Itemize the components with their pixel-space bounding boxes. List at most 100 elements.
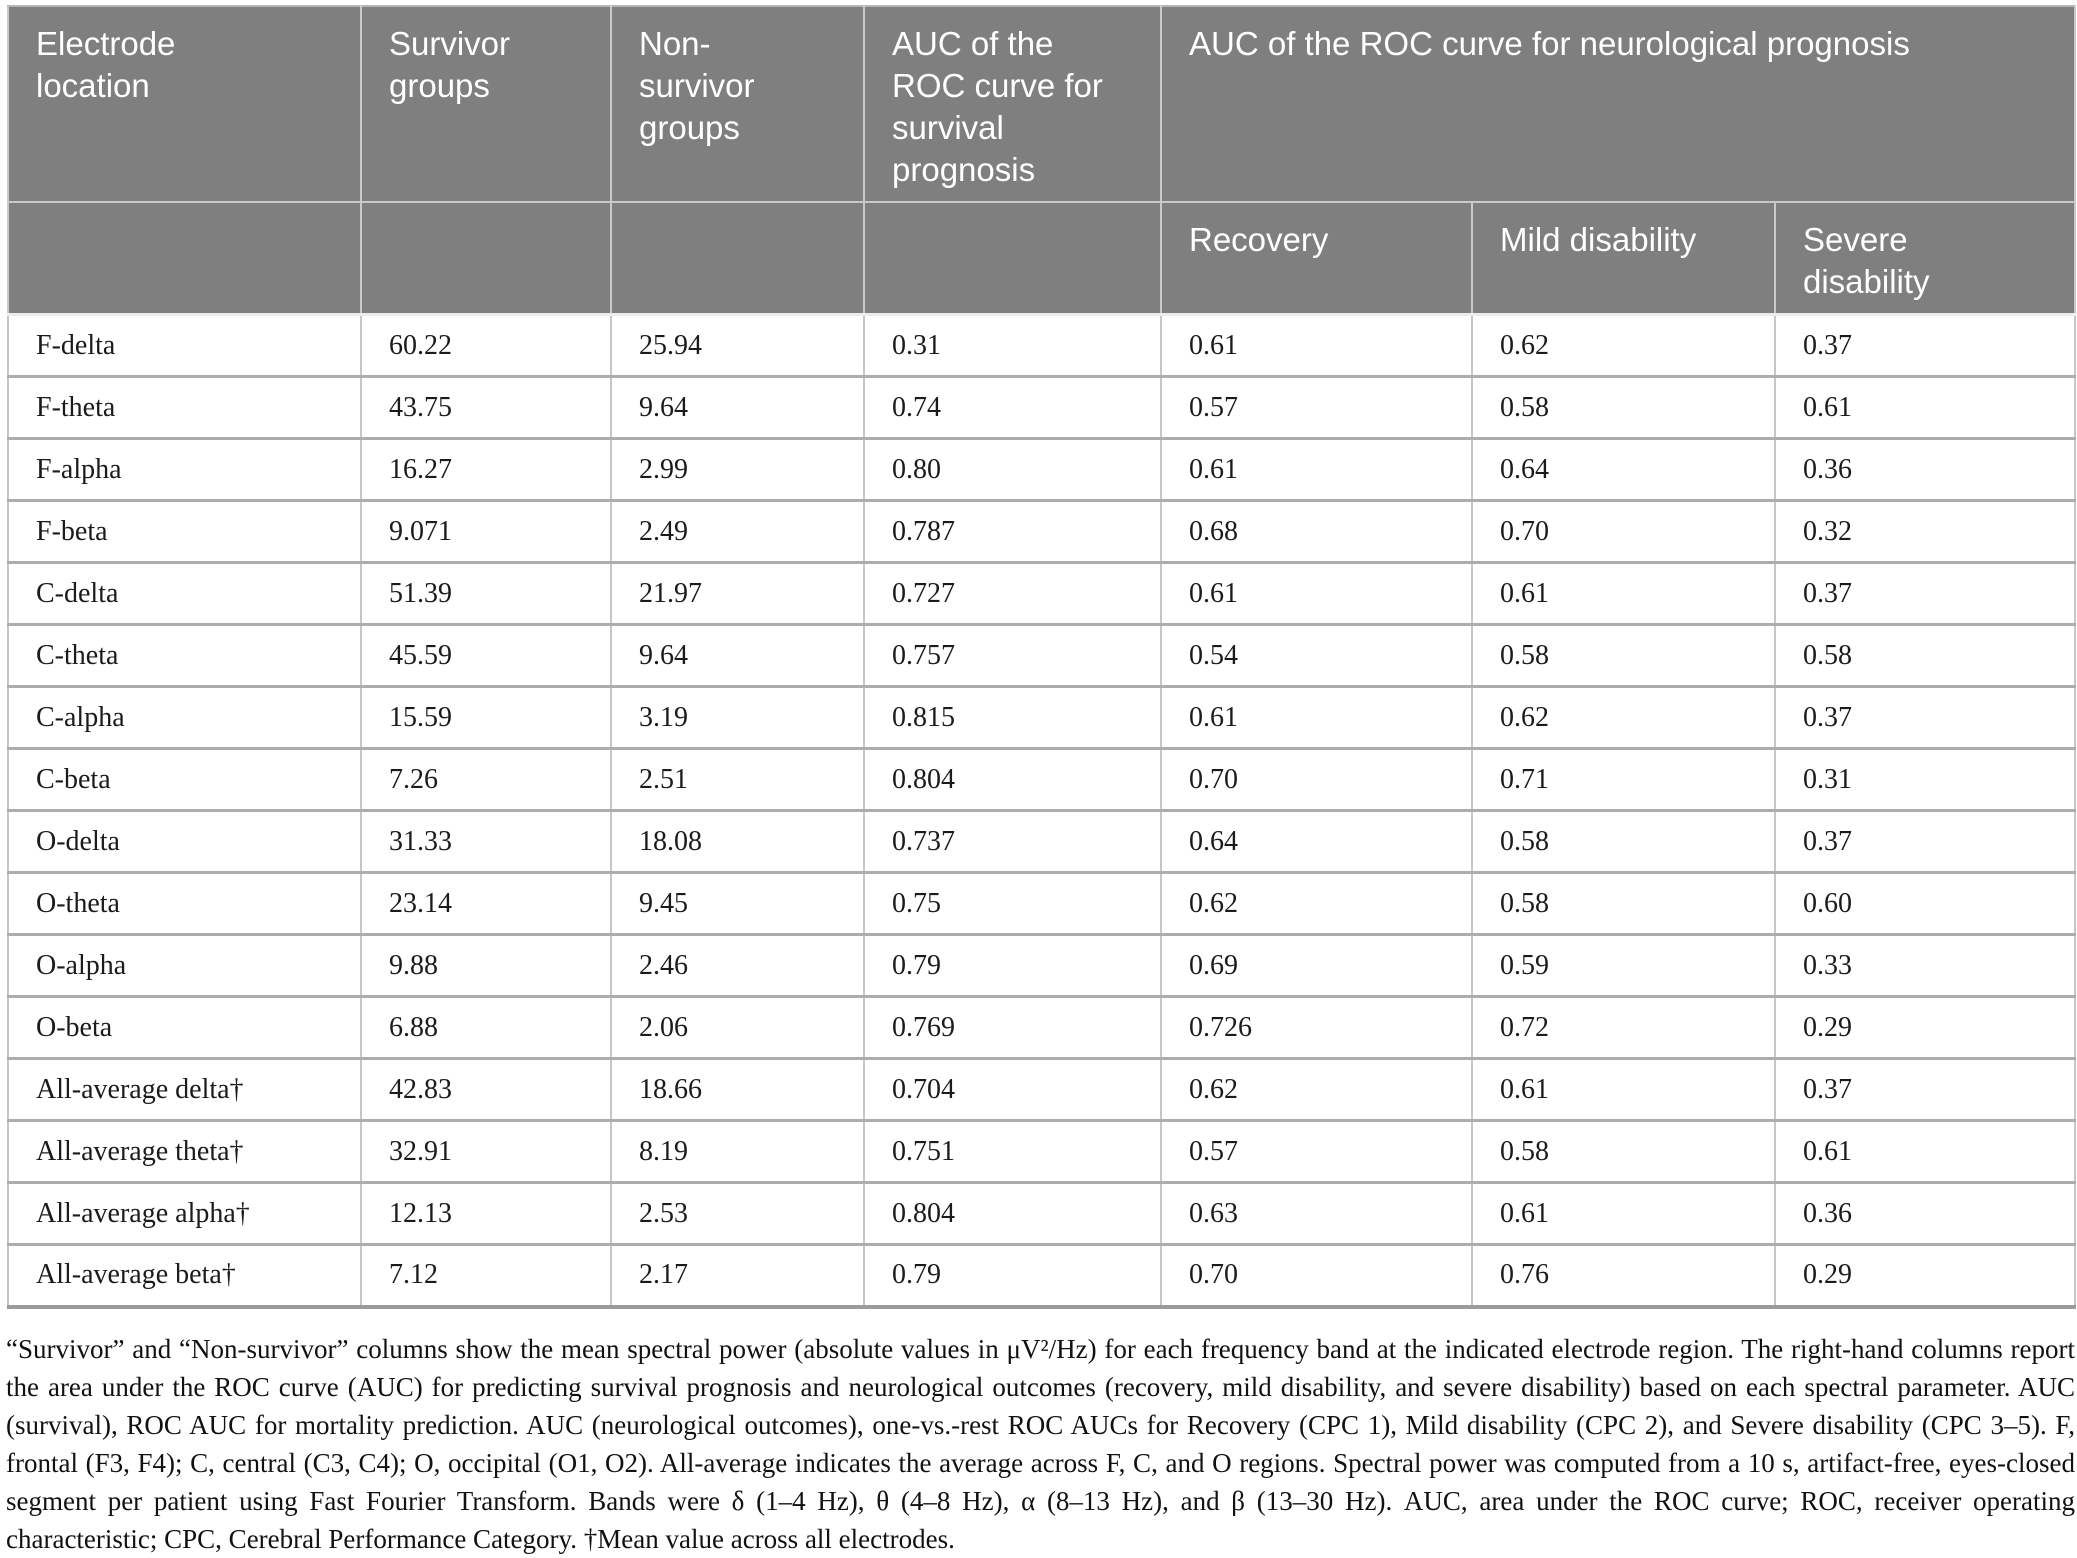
cell-non-survivor-power: 9.45 (610, 871, 865, 935)
cell-survivor-power: 9.071 (360, 499, 612, 563)
cell-auc-recovery: 0.61 (1160, 313, 1473, 377)
cell-auc-recovery: 0.726 (1160, 995, 1473, 1059)
cell-survivor-power: 12.13 (360, 1181, 612, 1245)
header-severe-disability: Severe disability (1773, 201, 2077, 316)
header-spacer-3 (610, 201, 865, 316)
cell-auc-mild-disability: 0.58 (1471, 375, 1776, 439)
table-row: C-alpha 15.59 3.19 0.815 0.61 0.62 0.37 (7, 685, 2077, 749)
cell-electrode-location: O-theta (7, 871, 362, 935)
cell-auc-severe-disability: 0.60 (1773, 871, 2077, 935)
cell-survivor-power: 31.33 (360, 809, 612, 873)
cell-auc-recovery: 0.68 (1160, 499, 1473, 563)
table-row: O-delta 31.33 18.08 0.737 0.64 0.58 0.37 (7, 809, 2077, 873)
cell-survivor-power: 23.14 (360, 871, 612, 935)
cell-auc-severe-disability: 0.37 (1773, 809, 2077, 873)
cell-auc-recovery: 0.57 (1160, 375, 1473, 439)
table-row: O-beta 6.88 2.06 0.769 0.726 0.72 0.29 (7, 995, 2077, 1059)
cell-auc-mild-disability: 0.71 (1471, 747, 1776, 811)
table-container: Electrode location Survivor groups Non-s… (7, 5, 2077, 1309)
header-row-sub: Recovery Mild disability Severe disabili… (7, 201, 2077, 316)
cell-auc-survival: 0.737 (863, 809, 1162, 873)
cell-auc-severe-disability: 0.36 (1773, 437, 2077, 501)
cell-survivor-power: 32.91 (360, 1119, 612, 1183)
cell-electrode-location: All-average theta† (7, 1119, 362, 1183)
table-row: C-theta 45.59 9.64 0.757 0.54 0.58 0.58 (7, 623, 2077, 687)
cell-auc-recovery: 0.69 (1160, 933, 1473, 997)
cell-electrode-location: All-average alpha† (7, 1181, 362, 1245)
cell-auc-severe-disability: 0.32 (1773, 499, 2077, 563)
cell-electrode-location: F-beta (7, 499, 362, 563)
cell-survivor-power: 9.88 (360, 933, 612, 997)
cell-auc-mild-disability: 0.58 (1471, 623, 1776, 687)
cell-electrode-location: F-delta (7, 313, 362, 377)
table-body: F-delta 60.22 25.94 0.31 0.61 0.62 0.37 … (7, 313, 2077, 1309)
cell-non-survivor-power: 21.97 (610, 561, 865, 625)
cell-auc-mild-disability: 0.62 (1471, 313, 1776, 377)
cell-auc-mild-disability: 0.72 (1471, 995, 1776, 1059)
header-row-top: Electrode location Survivor groups Non-s… (7, 5, 2077, 203)
cell-electrode-location: F-theta (7, 375, 362, 439)
cell-auc-severe-disability: 0.31 (1773, 747, 2077, 811)
cell-auc-recovery: 0.63 (1160, 1181, 1473, 1245)
cell-survivor-power: 16.27 (360, 437, 612, 501)
cell-survivor-power: 42.83 (360, 1057, 612, 1121)
table-row: All-average theta† 32.91 8.19 0.751 0.57… (7, 1119, 2077, 1183)
cell-auc-recovery: 0.62 (1160, 871, 1473, 935)
cell-survivor-power: 6.88 (360, 995, 612, 1059)
cell-auc-mild-disability: 0.58 (1471, 871, 1776, 935)
table-row: F-alpha 16.27 2.99 0.80 0.61 0.64 0.36 (7, 437, 2077, 501)
cell-non-survivor-power: 18.66 (610, 1057, 865, 1121)
cell-survivor-power: 45.59 (360, 623, 612, 687)
header-spacer-2 (360, 201, 612, 316)
cell-non-survivor-power: 9.64 (610, 623, 865, 687)
cell-electrode-location: C-alpha (7, 685, 362, 749)
cell-auc-survival: 0.757 (863, 623, 1162, 687)
cell-electrode-location: C-theta (7, 623, 362, 687)
cell-auc-severe-disability: 0.37 (1773, 313, 2077, 377)
cell-electrode-location: O-beta (7, 995, 362, 1059)
results-table: Electrode location Survivor groups Non-s… (7, 5, 2077, 1309)
cell-auc-survival: 0.804 (863, 747, 1162, 811)
cell-auc-survival: 0.769 (863, 995, 1162, 1059)
cell-auc-survival: 0.815 (863, 685, 1162, 749)
header-non-survivor-groups: Non-survivor groups (610, 5, 865, 203)
cell-auc-severe-disability: 0.61 (1773, 1119, 2077, 1183)
table-row: All-average delta† 42.83 18.66 0.704 0.6… (7, 1057, 2077, 1121)
cell-auc-recovery: 0.57 (1160, 1119, 1473, 1183)
cell-electrode-location: F-alpha (7, 437, 362, 501)
cell-non-survivor-power: 25.94 (610, 313, 865, 377)
cell-non-survivor-power: 2.99 (610, 437, 865, 501)
cell-auc-mild-disability: 0.61 (1471, 1057, 1776, 1121)
cell-auc-mild-disability: 0.61 (1471, 561, 1776, 625)
cell-auc-survival: 0.80 (863, 437, 1162, 501)
table-row: All-average alpha† 12.13 2.53 0.804 0.63… (7, 1181, 2077, 1245)
cell-non-survivor-power: 2.46 (610, 933, 865, 997)
cell-auc-mild-disability: 0.58 (1471, 1119, 1776, 1183)
cell-auc-mild-disability: 0.61 (1471, 1181, 1776, 1245)
cell-non-survivor-power: 2.49 (610, 499, 865, 563)
cell-non-survivor-power: 2.17 (610, 1243, 865, 1309)
header-spacer-4 (863, 201, 1162, 316)
cell-non-survivor-power: 8.19 (610, 1119, 865, 1183)
cell-non-survivor-power: 3.19 (610, 685, 865, 749)
cell-survivor-power: 7.26 (360, 747, 612, 811)
cell-auc-survival: 0.79 (863, 1243, 1162, 1309)
cell-auc-recovery: 0.54 (1160, 623, 1473, 687)
cell-auc-recovery: 0.64 (1160, 809, 1473, 873)
cell-auc-severe-disability: 0.37 (1773, 685, 2077, 749)
cell-auc-survival: 0.704 (863, 1057, 1162, 1121)
cell-auc-severe-disability: 0.29 (1773, 995, 2077, 1059)
cell-survivor-power: 43.75 (360, 375, 612, 439)
header-auc-survival: AUC of the ROC curve for survival progno… (863, 5, 1162, 203)
cell-auc-survival: 0.75 (863, 871, 1162, 935)
cell-non-survivor-power: 2.51 (610, 747, 865, 811)
cell-non-survivor-power: 2.06 (610, 995, 865, 1059)
cell-auc-recovery: 0.61 (1160, 437, 1473, 501)
cell-auc-survival: 0.74 (863, 375, 1162, 439)
cell-auc-severe-disability: 0.37 (1773, 561, 2077, 625)
table-row: F-theta 43.75 9.64 0.74 0.57 0.58 0.61 (7, 375, 2077, 439)
cell-electrode-location: O-alpha (7, 933, 362, 997)
cell-electrode-location: All-average delta† (7, 1057, 362, 1121)
cell-survivor-power: 15.59 (360, 685, 612, 749)
cell-auc-recovery: 0.70 (1160, 747, 1473, 811)
